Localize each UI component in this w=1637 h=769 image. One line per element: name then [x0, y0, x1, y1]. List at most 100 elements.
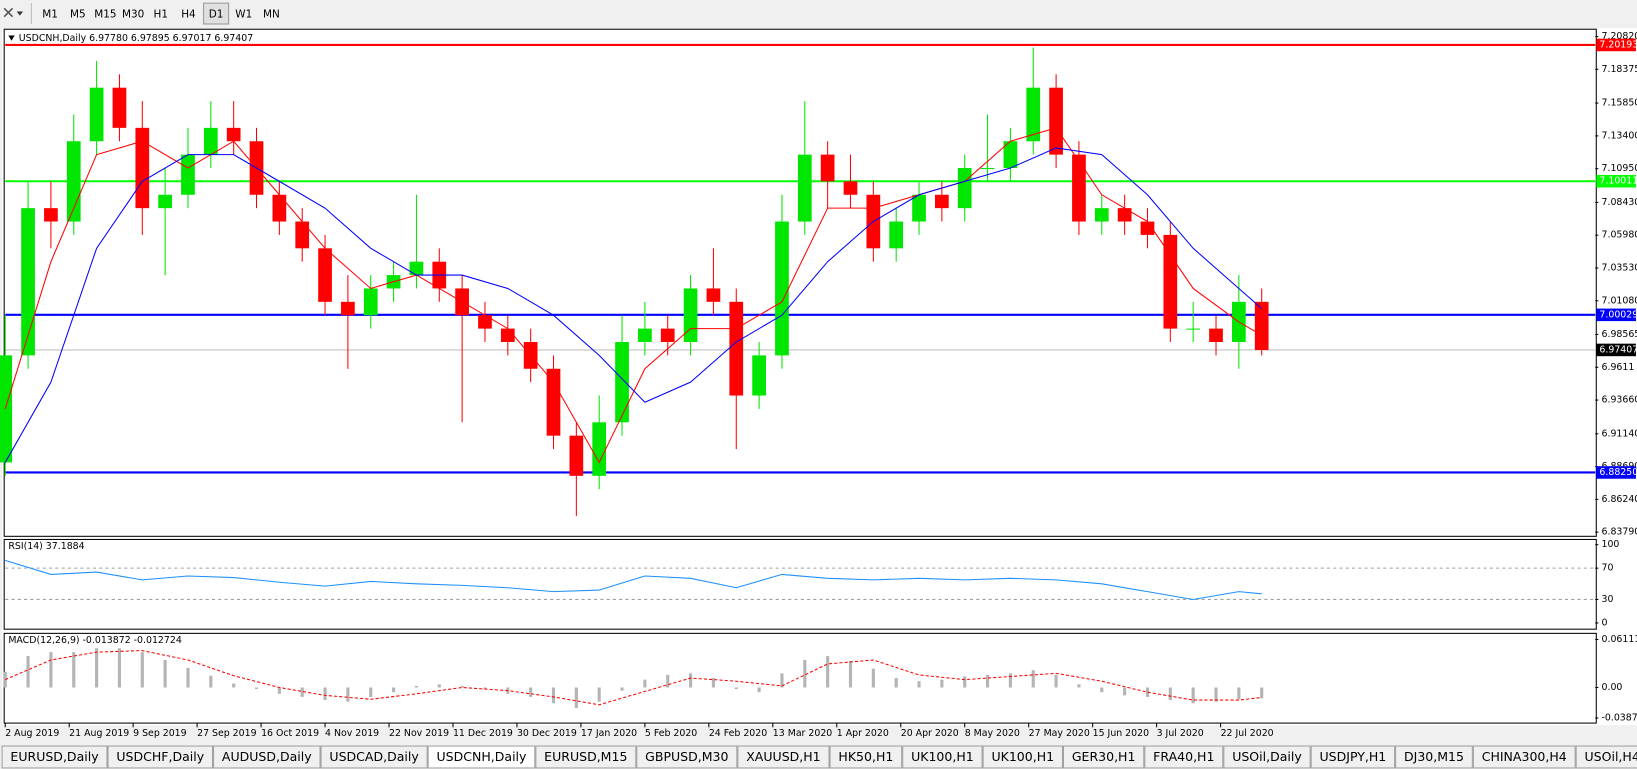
- timeframe-label[interactable]: W1: [235, 9, 252, 21]
- candle-body: [135, 127, 150, 209]
- macd-bar: [643, 679, 647, 688]
- tab[interactable]: [829, 745, 903, 769]
- tool-icon[interactable]: [3, 7, 14, 18]
- timeframe-button[interactable]: [120, 3, 146, 24]
- tab[interactable]: [1223, 745, 1311, 769]
- tab[interactable]: [213, 745, 321, 769]
- timeframe-button[interactable]: [92, 3, 118, 24]
- candle-body: [1026, 87, 1041, 142]
- panel-frame: [3, 28, 1597, 537]
- timeframe-label[interactable]: M1: [42, 9, 58, 21]
- candle-body: [226, 127, 241, 142]
- y-tick-label: 7.03530: [1602, 262, 1637, 273]
- level-label: 6.97407: [1599, 344, 1637, 355]
- tab-label[interactable]: AUDUSD,Daily: [222, 749, 312, 764]
- tab[interactable]: [902, 745, 983, 769]
- tab-label[interactable]: USOil,H4: [1585, 749, 1637, 764]
- timeframe-label[interactable]: H1: [154, 9, 168, 21]
- y-tick-label: 30: [1602, 594, 1614, 605]
- rsi-line: [5, 559, 1262, 600]
- tab-label[interactable]: USDJPY,H1: [1320, 749, 1387, 764]
- y-tick-label: 70: [1602, 563, 1614, 574]
- tab[interactable]: [320, 745, 428, 769]
- macd-bar: [414, 685, 418, 688]
- signal-line: [5, 650, 1262, 706]
- macd-bar: [437, 684, 441, 688]
- tab-label[interactable]: CHINA300,H4: [1482, 749, 1567, 764]
- timeframe-label[interactable]: M30: [122, 9, 144, 21]
- tab-label[interactable]: USOil,Daily: [1232, 749, 1302, 764]
- macd-bar: [140, 652, 144, 688]
- tab-label[interactable]: DJ30,M15: [1404, 749, 1464, 764]
- timeframe-label[interactable]: H4: [181, 9, 196, 21]
- x-tick-label: 2 Aug 2019: [5, 728, 59, 739]
- x-tick-label: 8 May 2020: [965, 728, 1020, 739]
- timeframe-button[interactable]: [175, 3, 201, 24]
- tab-label[interactable]: UK100,H1: [911, 749, 974, 764]
- tab[interactable]: [1062, 745, 1145, 769]
- macd-bar: [209, 675, 213, 688]
- candle-body: [638, 328, 652, 342]
- tab[interactable]: [1, 745, 108, 769]
- y-tick-label: 0.00: [1602, 682, 1623, 693]
- candle-body: [1094, 208, 1109, 222]
- candle-body: [89, 87, 104, 142]
- macd-bar: [26, 656, 30, 688]
- tab-label[interactable]: USDCHF,Daily: [116, 749, 204, 764]
- candle-body: [1003, 141, 1018, 169]
- tab-label[interactable]: USDCAD,Daily: [329, 749, 419, 764]
- timeframe-button[interactable]: [231, 3, 257, 24]
- macd-bar: [734, 687, 738, 690]
- tab-label[interactable]: USDCNH,Daily: [437, 749, 528, 764]
- level-tag: [1596, 38, 1636, 52]
- tab[interactable]: [737, 745, 830, 769]
- macd-bar: [1168, 687, 1172, 701]
- x-tick-label: 11 Dec 2019: [453, 728, 513, 739]
- tab[interactable]: [1575, 745, 1637, 769]
- x-tick-label: 20 Apr 2020: [901, 728, 959, 739]
- dropdown-arrow[interactable]: [16, 11, 23, 16]
- timeframe-label[interactable]: M5: [70, 9, 86, 21]
- macd-bar: [894, 678, 898, 688]
- macd-bar: [689, 673, 693, 688]
- tab-label[interactable]: FRA40,H1: [1153, 749, 1214, 764]
- timeframe-button[interactable]: [258, 3, 284, 24]
- macd-bar: [323, 687, 327, 701]
- tab[interactable]: [636, 745, 738, 769]
- tab[interactable]: [1310, 745, 1396, 769]
- tab-label[interactable]: GER30,H1: [1072, 749, 1136, 764]
- tab[interactable]: [1395, 745, 1473, 769]
- tab-label[interactable]: EURUSD,Daily: [10, 749, 99, 764]
- candle-body: [935, 194, 949, 209]
- candle-body: [752, 355, 766, 396]
- x-tick-label: 24 Feb 2020: [709, 728, 767, 739]
- tab[interactable]: [982, 745, 1063, 769]
- candle-body: [706, 288, 721, 302]
- tab-label[interactable]: GBPUSD,M30: [645, 749, 728, 764]
- timeframe-label[interactable]: MN: [263, 9, 280, 21]
- timeframe-label[interactable]: D1: [209, 9, 224, 21]
- candle-body: [957, 168, 972, 209]
- timeframe-button[interactable]: [203, 2, 230, 25]
- tab[interactable]: [535, 745, 637, 769]
- candle-body: [181, 154, 195, 195]
- macd-bar: [392, 687, 396, 693]
- timeframe-label[interactable]: M15: [94, 9, 116, 21]
- tab-label[interactable]: HK50,H1: [838, 749, 893, 764]
- tab-label[interactable]: EURUSD,M15: [544, 749, 627, 764]
- timeframe-button[interactable]: [65, 3, 91, 24]
- chart-header: USDCNH,Daily 6.97780 6.97895 6.97017 6.9…: [19, 33, 253, 44]
- macd-bar: [232, 683, 236, 688]
- macd-bar: [1031, 670, 1035, 688]
- timeframe-button[interactable]: [148, 3, 174, 24]
- tab[interactable]: [107, 745, 214, 769]
- macd-bar: [186, 667, 190, 688]
- tab-label[interactable]: XAUUSD,H1: [746, 749, 820, 764]
- tab[interactable]: [427, 745, 536, 769]
- macd-bar: [666, 674, 670, 688]
- timeframe-button[interactable]: [37, 3, 63, 24]
- tab-label[interactable]: UK100,H1: [991, 749, 1054, 764]
- tab[interactable]: [1144, 745, 1224, 769]
- y-tick-label: 7.08430: [1602, 197, 1637, 208]
- tab[interactable]: [1472, 745, 1576, 769]
